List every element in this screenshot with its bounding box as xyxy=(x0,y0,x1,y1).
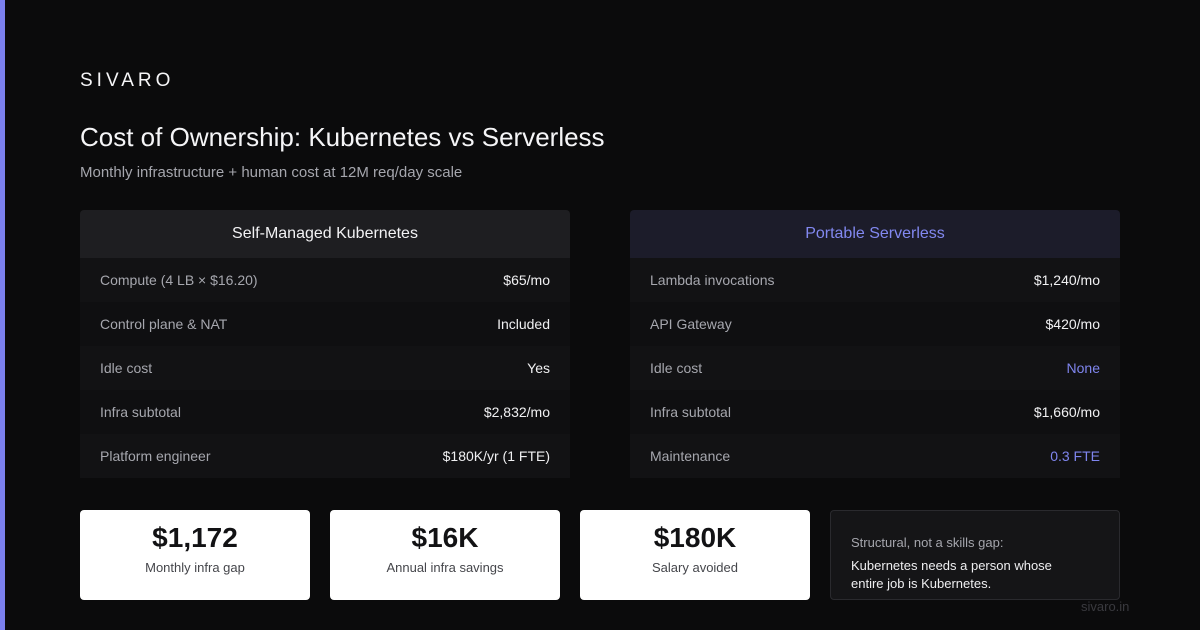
kubernetes-panel-header: Self-Managed Kubernetes xyxy=(80,210,570,258)
serverless-row-maintenance: Maintenance 0.3 FTE xyxy=(630,434,1120,478)
footer-domain: sivaro.in xyxy=(1081,599,1130,614)
stat-card-annual-savings: $16K Annual infra savings xyxy=(330,510,560,600)
stat-value: $180K xyxy=(653,522,737,553)
serverless-panel-header: Portable Serverless xyxy=(630,210,1120,258)
kubernetes-row-infra-subtotal: Infra subtotal $2,832/mo xyxy=(80,390,570,434)
note-body: Kubernetes needs a person whose entire j… xyxy=(851,558,1052,591)
kubernetes-row-compute: Compute (4 LB × $16.20) $65/mo xyxy=(80,258,570,302)
accent-bar xyxy=(0,0,5,630)
stat-caption: Annual infra savings xyxy=(386,560,504,575)
row-label: Infra subtotal xyxy=(650,404,731,420)
note-card: Structural, not a skills gap: Kubernetes… xyxy=(830,510,1120,600)
row-value: $1,240/mo xyxy=(1033,272,1100,288)
row-value: $65/mo xyxy=(503,272,550,288)
row-label: Lambda invocations xyxy=(650,272,775,288)
row-label: Maintenance xyxy=(650,448,731,464)
stat-card-salary-avoided: $180K Salary avoided xyxy=(580,510,810,600)
row-label: Control plane & NAT xyxy=(100,316,228,332)
row-value: $2,832/mo xyxy=(483,404,550,420)
kubernetes-row-control-plane: Control plane & NAT Included xyxy=(80,302,570,346)
row-label: API Gateway xyxy=(650,316,732,332)
row-value: Yes xyxy=(527,360,550,376)
page-subtitle: Monthly infrastructure + human cost at 1… xyxy=(80,164,463,181)
serverless-panel: Portable Serverless Lambda invocations $… xyxy=(630,210,1120,478)
row-label: Idle cost xyxy=(650,360,703,376)
kubernetes-panel: Self-Managed Kubernetes Compute (4 LB × … xyxy=(80,210,570,478)
row-value: $1,660/mo xyxy=(1033,404,1100,420)
stat-value: $16K xyxy=(411,522,479,553)
stat-caption: Salary avoided xyxy=(652,560,738,575)
stat-value: $1,172 xyxy=(152,522,238,553)
kubernetes-row-idle-cost: Idle cost Yes xyxy=(80,346,570,390)
serverless-row-lambda: Lambda invocations $1,240/mo xyxy=(630,258,1120,302)
note-title: Structural, not a skills gap: xyxy=(851,535,1004,550)
serverless-row-api-gateway: API Gateway $420/mo xyxy=(630,302,1120,346)
row-value: $180K/yr (1 FTE) xyxy=(442,448,550,464)
page-title: Cost of Ownership: Kubernetes vs Serverl… xyxy=(80,122,605,152)
row-label: Infra subtotal xyxy=(100,404,181,420)
row-label: Idle cost xyxy=(100,360,153,376)
brand-logo: SIVARO xyxy=(80,70,175,91)
row-label: Compute (4 LB × $16.20) xyxy=(100,272,258,288)
row-value: Included xyxy=(497,316,550,332)
stat-card-monthly-gap: $1,172 Monthly infra gap xyxy=(80,510,310,600)
stat-caption: Monthly infra gap xyxy=(145,560,245,575)
row-value: $420/mo xyxy=(1045,316,1100,332)
row-label: Platform engineer xyxy=(100,448,211,464)
kubernetes-row-platform-engineer: Platform engineer $180K/yr (1 FTE) xyxy=(80,434,570,478)
row-value: 0.3 FTE xyxy=(1050,448,1100,464)
serverless-row-idle-cost: Idle cost None xyxy=(630,346,1120,390)
row-value: None xyxy=(1066,360,1100,376)
serverless-row-infra-subtotal: Infra subtotal $1,660/mo xyxy=(630,390,1120,434)
